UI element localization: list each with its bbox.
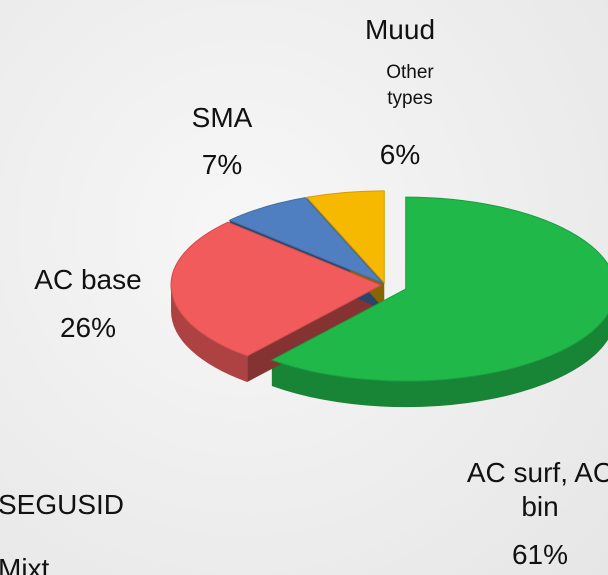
chart-subtitle: Mixt xyxy=(0,553,50,575)
slice-label: AC surf, AC bin xyxy=(466,457,608,522)
value-label: 26% xyxy=(59,312,117,343)
value-label: 6% xyxy=(379,139,421,170)
slice-side xyxy=(271,313,608,408)
slice xyxy=(228,197,384,284)
slice-side xyxy=(171,285,248,383)
slice-label: SMA xyxy=(191,102,253,133)
slice-label: AC base xyxy=(34,264,142,295)
slice xyxy=(270,196,608,382)
slice xyxy=(305,190,385,285)
value-label: 7% xyxy=(201,149,243,180)
value-label: 61% xyxy=(511,539,569,570)
chart-title: SEGUSID xyxy=(0,489,125,520)
slice xyxy=(170,221,383,357)
annotation: Other types xyxy=(386,62,434,109)
slice-label: Muud xyxy=(364,14,436,45)
